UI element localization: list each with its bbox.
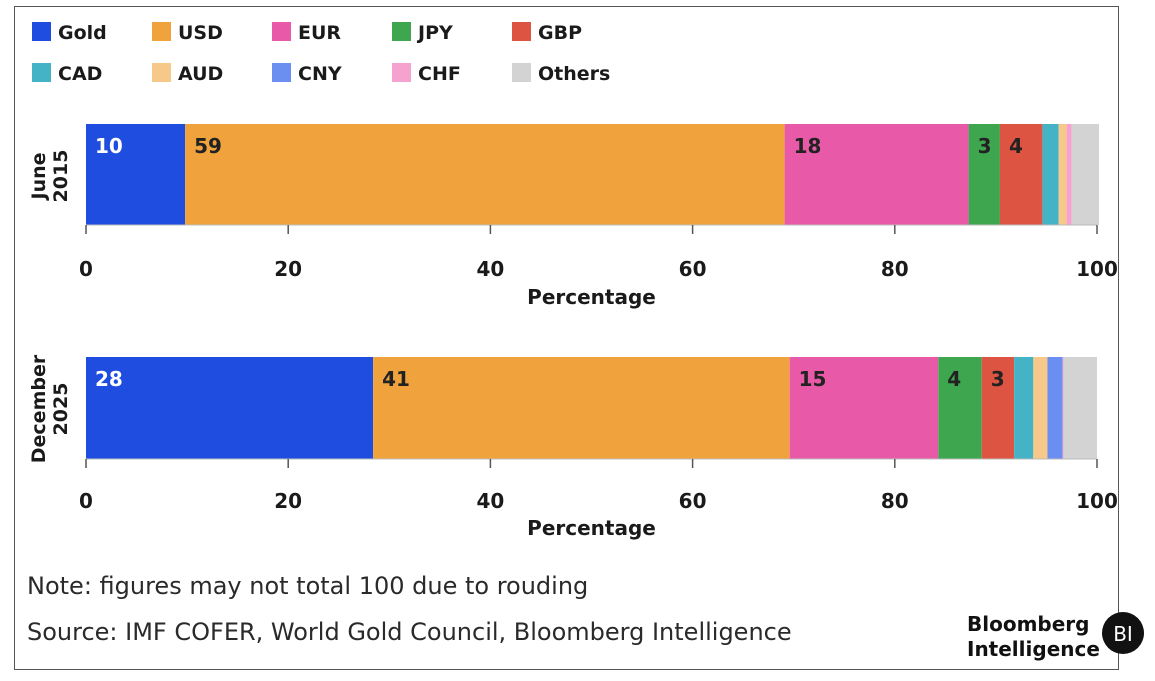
legend-swatch-cad — [32, 63, 51, 82]
brand-badge-text: BI — [1113, 622, 1133, 646]
x-tick-label: 100 — [1076, 489, 1118, 513]
data-label-gold: 10 — [95, 134, 123, 158]
bar-segment-aud — [1033, 357, 1048, 459]
legend-swatch-chf — [392, 63, 411, 82]
legend-label-cny: CNY — [298, 63, 342, 85]
data-label-jpy: 4 — [947, 367, 961, 391]
x-tick-label: 60 — [679, 257, 707, 281]
data-label-gbp: 4 — [1009, 134, 1023, 158]
legend-swatch-aud — [152, 63, 171, 82]
legend-swatch-gold — [32, 22, 51, 41]
legend-label-aud: AUD — [178, 63, 223, 85]
x-tick-label: 20 — [274, 489, 302, 513]
legend-swatch-cny — [272, 63, 291, 82]
panel-december-2025: December2025 28 41 15 4 3 0 20 40 60 80 100 Percenta… — [28, 354, 1118, 540]
x-tick-label: 80 — [881, 257, 909, 281]
x-tick-label: 80 — [881, 489, 909, 513]
data-label-eur: 15 — [799, 367, 827, 391]
bar-segment-usd — [185, 124, 785, 225]
x-tick-label: 60 — [679, 489, 707, 513]
category-label-line: 2025 — [50, 383, 72, 436]
bar-segment-cad — [1014, 357, 1034, 459]
legend-swatch-jpy — [392, 22, 411, 41]
data-label-gold: 28 — [95, 367, 123, 391]
footer-note: Note: figures may not total 100 due to r… — [27, 572, 588, 600]
legend: Gold USD EUR JPY GBP CAD AUD CNY CHF Others — [32, 22, 610, 85]
legend-label-gold: Gold — [58, 22, 107, 44]
legend-label-chf: CHF — [418, 63, 461, 85]
legend-label-gbp: GBP — [538, 22, 582, 44]
bar-segment-gold — [86, 124, 186, 225]
category-label: June2015 — [28, 150, 72, 203]
bar-segment-jpy — [968, 124, 1000, 225]
brand-badge-circle — [1102, 612, 1144, 654]
legend-label-eur: EUR — [298, 22, 341, 44]
data-label-jpy: 3 — [978, 134, 992, 158]
data-label-eur: 18 — [794, 134, 822, 158]
legend-label-others: Others — [538, 63, 610, 85]
bar-segment-eur — [784, 124, 969, 225]
bar-segment-eur — [789, 357, 939, 459]
bar-segment-chf — [1062, 357, 1064, 459]
legend-label-usd: USD — [178, 22, 223, 44]
legend-swatch-eur — [272, 22, 291, 41]
legend-swatch-usd — [152, 22, 171, 41]
x-tick-label: 40 — [476, 257, 504, 281]
bar-segment-chf — [1066, 124, 1072, 225]
bar-segment-jpy — [938, 357, 982, 459]
bar-segment-cad — [1042, 124, 1059, 225]
category-label-line: December — [28, 354, 50, 463]
bloomberg-intelligence-logo: Bloomberg Intelligence BI — [967, 612, 1144, 661]
legend-swatch-others — [512, 63, 531, 82]
legend-label-jpy: JPY — [416, 22, 453, 44]
x-tick-label: 0 — [79, 489, 93, 513]
data-label-usd: 59 — [194, 134, 222, 158]
bar-segment-others — [1063, 357, 1097, 459]
bar-segment-aud — [1058, 124, 1067, 225]
x-tick-label: 20 — [274, 257, 302, 281]
brand-line-1: Bloomberg — [967, 612, 1089, 636]
x-tick-label: 40 — [476, 489, 504, 513]
category-label-line: 2015 — [50, 150, 72, 203]
bar-segment-gold — [86, 357, 374, 459]
bar-segment-others — [1071, 124, 1100, 225]
bar-segment-usd — [373, 357, 790, 459]
data-label-gbp: 3 — [991, 367, 1005, 391]
bar-segment-cny — [1047, 357, 1063, 459]
bar-segment-gbp — [981, 357, 1015, 459]
brand-line-2: Intelligence — [967, 637, 1100, 661]
x-tick-label: 100 — [1076, 257, 1118, 281]
x-axis-label: Percentage — [527, 516, 656, 540]
x-axis-label: Percentage — [527, 285, 656, 309]
x-tick-label: 0 — [79, 257, 93, 281]
data-label-usd: 41 — [382, 367, 410, 391]
category-label-line: June — [28, 152, 50, 201]
chart-frame — [14, 6, 1119, 670]
footer-source: Source: IMF COFER, World Gold Council, B… — [27, 618, 792, 646]
bar-segment-gbp — [999, 124, 1043, 225]
legend-label-cad: CAD — [58, 63, 102, 85]
category-label: December2025 — [28, 354, 72, 463]
legend-swatch-gbp — [512, 22, 531, 41]
